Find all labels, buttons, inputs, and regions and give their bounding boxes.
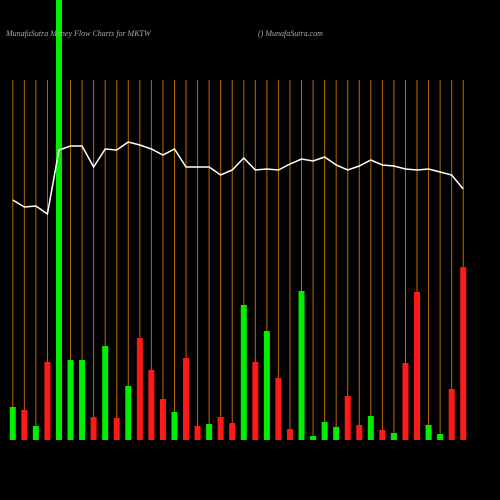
bar — [448, 389, 455, 440]
bar — [321, 422, 328, 440]
bar — [32, 426, 39, 440]
bar — [125, 386, 132, 440]
chart-title: MunafaSutra Money Flow Charts for MKTW — [5, 29, 152, 38]
bar — [21, 410, 28, 440]
bar — [113, 418, 120, 440]
bar — [286, 429, 293, 440]
bar — [102, 346, 109, 440]
bar — [367, 416, 374, 440]
bar — [298, 291, 305, 440]
bar — [217, 417, 224, 440]
bar — [460, 267, 467, 440]
bar — [390, 433, 397, 440]
bar — [333, 427, 340, 440]
bar — [414, 292, 421, 440]
bar — [148, 370, 155, 440]
bar — [206, 424, 213, 440]
bar — [183, 358, 190, 440]
bar — [90, 417, 97, 440]
bar — [194, 426, 201, 440]
bar — [67, 360, 74, 440]
bar — [425, 425, 432, 440]
bar — [252, 362, 259, 440]
bar — [356, 425, 363, 440]
bar — [136, 338, 143, 440]
bar — [159, 399, 166, 440]
bar — [229, 423, 236, 440]
bar — [402, 363, 409, 440]
bar — [240, 305, 247, 440]
bar — [44, 362, 51, 440]
money-flow-line — [12, 141, 464, 216]
bar — [344, 396, 351, 440]
bar — [263, 331, 270, 440]
bar — [275, 378, 282, 440]
bar — [79, 360, 86, 440]
bar — [55, 0, 62, 440]
bar — [310, 436, 317, 440]
bar — [9, 407, 16, 440]
bars — [9, 0, 467, 440]
chart-subtitle: () MunafaSutra.com — [258, 29, 323, 38]
bar — [437, 434, 444, 440]
bar — [379, 430, 386, 440]
bar — [171, 412, 178, 440]
